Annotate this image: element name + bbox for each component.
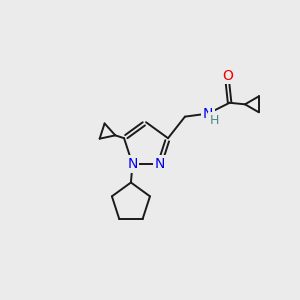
Text: N: N [154,157,165,171]
Text: H: H [209,114,219,127]
Text: N: N [127,157,138,171]
Text: O: O [222,69,233,83]
Text: N: N [203,106,213,121]
